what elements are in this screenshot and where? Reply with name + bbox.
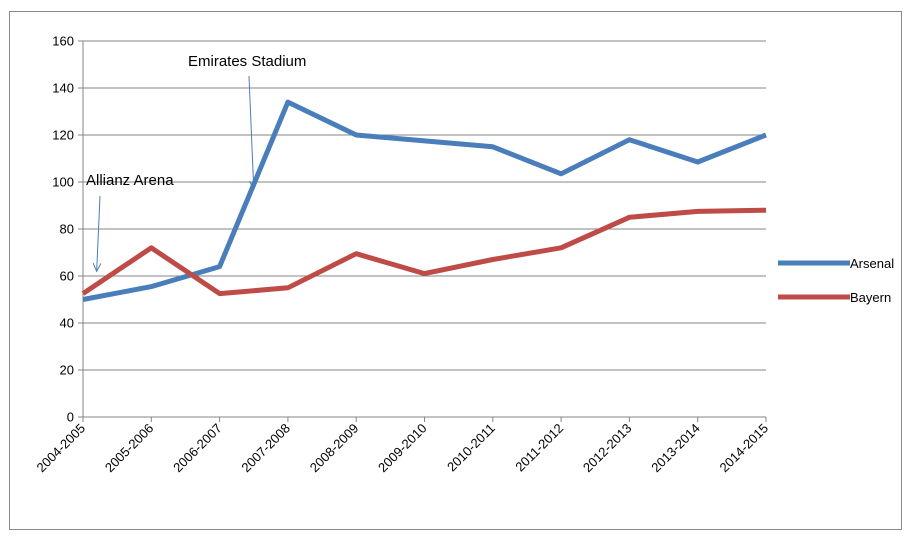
x-tick-label: 2011-2012 bbox=[512, 421, 566, 475]
y-tick-label: 80 bbox=[60, 222, 74, 237]
x-tick-label: 2013-2014 bbox=[648, 421, 703, 476]
annotation-arrow-line bbox=[248, 75, 255, 190]
x-tick-label: 2004-2005 bbox=[34, 421, 89, 476]
annotation-arrow-head bbox=[249, 180, 258, 191]
grid-layer bbox=[83, 40, 766, 371]
y-tick-label: 60 bbox=[60, 269, 74, 284]
y-tick-label: 40 bbox=[60, 316, 74, 331]
x-tick-label: 2006-2007 bbox=[170, 421, 225, 476]
y-tick-label: 0 bbox=[67, 410, 74, 425]
legend-label-arsenal: Arsenal bbox=[850, 256, 894, 271]
y-tick-label: 120 bbox=[52, 128, 74, 143]
y-tick-label: 100 bbox=[52, 175, 74, 190]
x-tick-label: 2010-2011 bbox=[444, 421, 498, 475]
series-line-arsenal bbox=[82, 99, 767, 302]
annotation-arrow-head bbox=[92, 262, 102, 273]
series-layer bbox=[81, 99, 767, 302]
y-tick-label: 20 bbox=[60, 363, 74, 378]
x-tick-label: 2008-2009 bbox=[307, 421, 362, 476]
chart-frame bbox=[9, 11, 902, 530]
x-tick-label: 2007-2008 bbox=[238, 421, 293, 476]
annotation-layer: Allianz Arena Emirates Stadium bbox=[86, 53, 306, 273]
legend-label-bayern: Bayern bbox=[850, 290, 891, 305]
legend: Arsenal Bayern bbox=[778, 256, 894, 305]
annotation-arrow-line bbox=[96, 195, 101, 272]
x-tick-label: 2009-2010 bbox=[375, 421, 430, 476]
x-tick-label: 2005-2006 bbox=[102, 421, 157, 476]
x-tick-label: 2014-2015 bbox=[717, 421, 772, 476]
y-tick-label: 160 bbox=[52, 34, 74, 49]
x-tick-label: 2012-2013 bbox=[580, 421, 635, 476]
y-tick-label: 140 bbox=[52, 81, 74, 96]
annotation-label: Allianz Arena bbox=[86, 172, 174, 189]
series-line-bayern bbox=[81, 207, 767, 297]
annotation-label: Emirates Stadium bbox=[188, 53, 306, 70]
